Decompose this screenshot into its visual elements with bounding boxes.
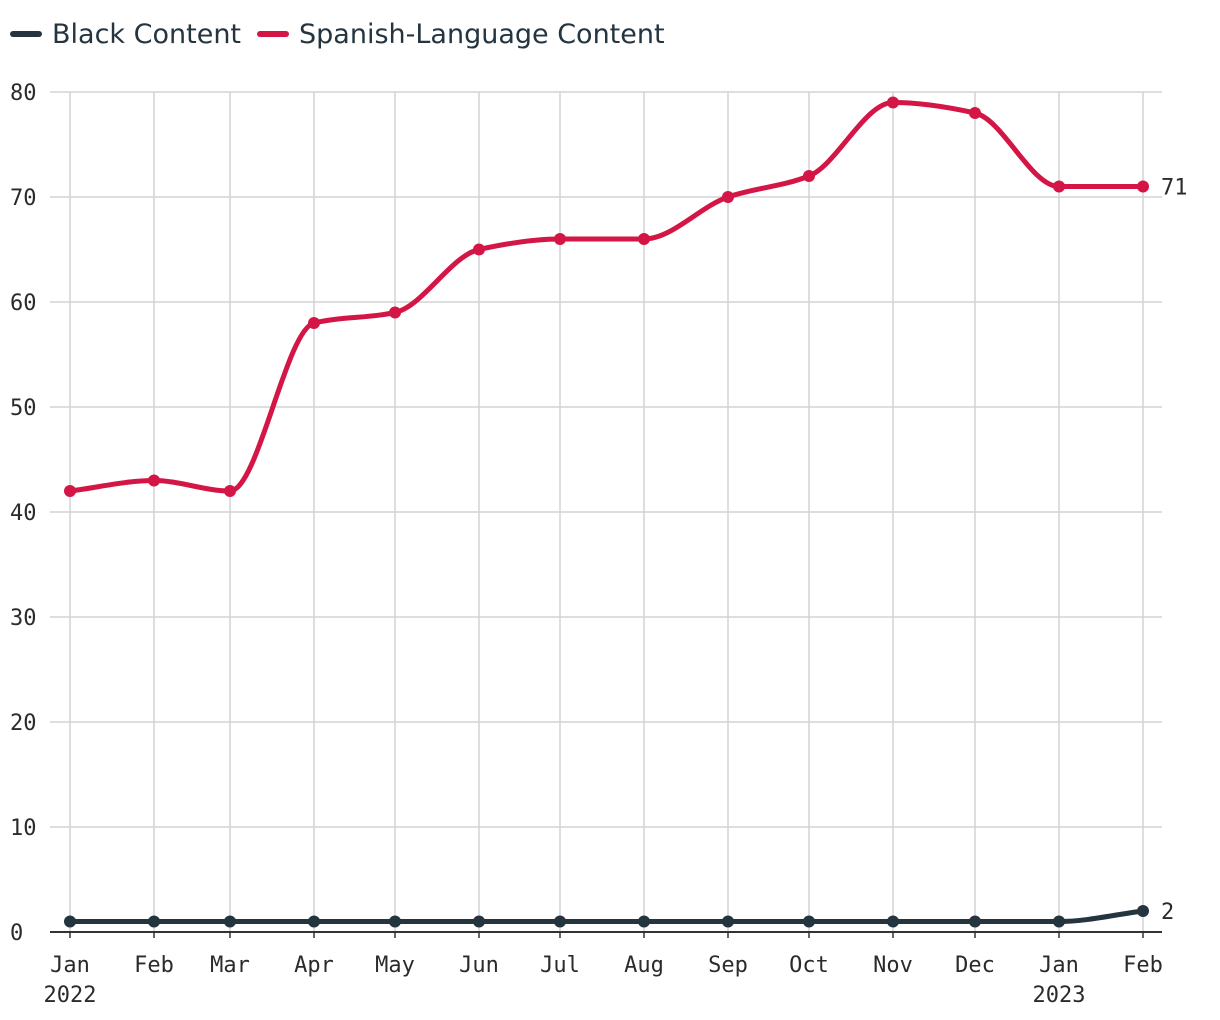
data-point-spanish-language-content	[1137, 180, 1149, 193]
data-point-black-content	[1137, 905, 1149, 917]
x-tick-label: Jun	[459, 953, 499, 978]
legend-label-black-content: Black Content	[52, 18, 242, 50]
y-tick-label: 40	[10, 501, 37, 526]
x-tick-label: Sep	[708, 953, 748, 978]
data-point-spanish-language-content	[803, 170, 815, 182]
end-labels: 2 71	[1161, 176, 1188, 926]
data-point-black-content	[308, 915, 320, 928]
data-point-spanish-language-content	[969, 107, 981, 119]
x-tick-label: Oct	[789, 953, 829, 978]
legend-label-spanish-language-content: Spanish-Language Content	[299, 18, 665, 50]
y-tick-label: 70	[10, 186, 37, 211]
y-tick-label: 10	[10, 816, 37, 841]
data-point-black-content	[64, 915, 76, 928]
series-points	[64, 96, 1149, 928]
data-point-spanish-language-content	[473, 243, 485, 256]
data-point-black-content	[638, 915, 650, 928]
data-point-spanish-language-content	[722, 191, 734, 203]
data-point-spanish-language-content	[554, 233, 566, 245]
grid	[50, 91, 1162, 932]
x-tick-label: Jan	[1039, 953, 1079, 978]
y-tick-label: 50	[10, 396, 37, 421]
x-tick-label: Aug	[624, 953, 664, 978]
data-point-black-content	[803, 915, 815, 928]
legend-item-black-content: Black Content	[10, 19, 241, 50]
data-point-black-content	[887, 915, 899, 928]
x-tick-label: Dec	[955, 953, 995, 978]
data-point-spanish-language-content	[1053, 180, 1065, 193]
legend: Black Content Spanish-Language Content	[10, 14, 681, 54]
data-point-black-content	[722, 915, 734, 928]
data-point-spanish-language-content	[638, 233, 650, 245]
legend-swatch-black-content	[10, 31, 42, 37]
data-point-spanish-language-content	[64, 485, 76, 497]
y-tick-label: 30	[10, 606, 37, 631]
x-tick-label: Feb	[1123, 953, 1163, 978]
x-year-label: 2023	[1033, 983, 1086, 1008]
data-point-black-content	[148, 915, 160, 928]
end-label-spanish-language-content: 71	[1161, 176, 1188, 201]
data-point-black-content	[969, 915, 981, 928]
data-point-black-content	[554, 915, 566, 928]
x-tick-label: Mar	[210, 953, 250, 978]
end-label-black-content: 2	[1161, 900, 1174, 925]
y-tick-label: 80	[10, 81, 37, 106]
x-tick-label: Jan	[50, 953, 90, 978]
data-point-spanish-language-content	[224, 485, 236, 497]
legend-swatch-spanish-language-content	[257, 31, 290, 37]
y-tick-label: 0	[10, 921, 23, 946]
data-point-spanish-language-content	[148, 474, 160, 487]
data-point-black-content	[1053, 915, 1065, 928]
x-tick-label: May	[375, 953, 415, 978]
y-tick-label: 60	[10, 291, 37, 316]
x-axis: Jan 2022 Feb Mar Apr May Jun Jul Aug Sep Oct Nov Dec…	[44, 931, 1163, 1008]
x-tick-label: Feb	[134, 953, 174, 978]
y-tick-label: 20	[10, 711, 37, 736]
data-point-spanish-language-content	[389, 306, 401, 319]
x-tick-label: Nov	[873, 953, 913, 978]
x-tick-label: Apr	[294, 953, 334, 978]
data-point-spanish-language-content	[887, 96, 899, 109]
x-year-label: 2022	[44, 983, 97, 1008]
y-axis: 0 10 20 30 40 50 60 70 80	[10, 81, 37, 946]
data-point-black-content	[224, 915, 236, 928]
data-point-black-content	[473, 915, 485, 928]
series-line-spanish-language-content	[67, 100, 1146, 494]
data-point-black-content	[389, 915, 401, 928]
x-tick-label: Jul	[540, 953, 580, 978]
data-point-spanish-language-content	[308, 317, 320, 329]
legend-item-spanish-language-content: Spanish-Language Content	[257, 19, 665, 50]
